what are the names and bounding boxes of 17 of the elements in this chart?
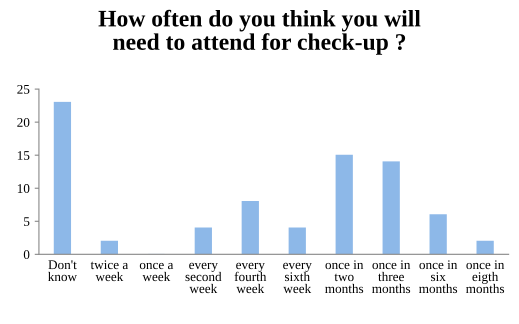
x-tick-label: twice a week: [90, 260, 128, 282]
x-tick-label: once in eigth months: [466, 260, 504, 294]
x-tick-label: every second week: [186, 262, 222, 294]
x-tick-label: every fourth week: [234, 262, 266, 294]
x-tick-label: once a week: [140, 262, 174, 282]
y-tick-label: 0: [24, 250, 30, 260]
x-tick-label: once in three months: [372, 260, 410, 294]
y-tick-label: 10: [18, 184, 30, 193]
x-tick-label: once in six months: [419, 260, 458, 294]
chart-title: How often do you think you will need to attend for check-up ?: [98, 10, 420, 55]
y-tick-label: 25: [17, 84, 30, 94]
y-tick-label: 15: [18, 151, 30, 160]
y-tick-label: 20: [17, 118, 30, 127]
x-tick-label: every sixth week: [283, 262, 312, 294]
x-tick-label: Don't know: [48, 260, 78, 282]
y-tick-label: 5: [24, 217, 30, 226]
x-tick-label: once in two months: [325, 260, 364, 294]
